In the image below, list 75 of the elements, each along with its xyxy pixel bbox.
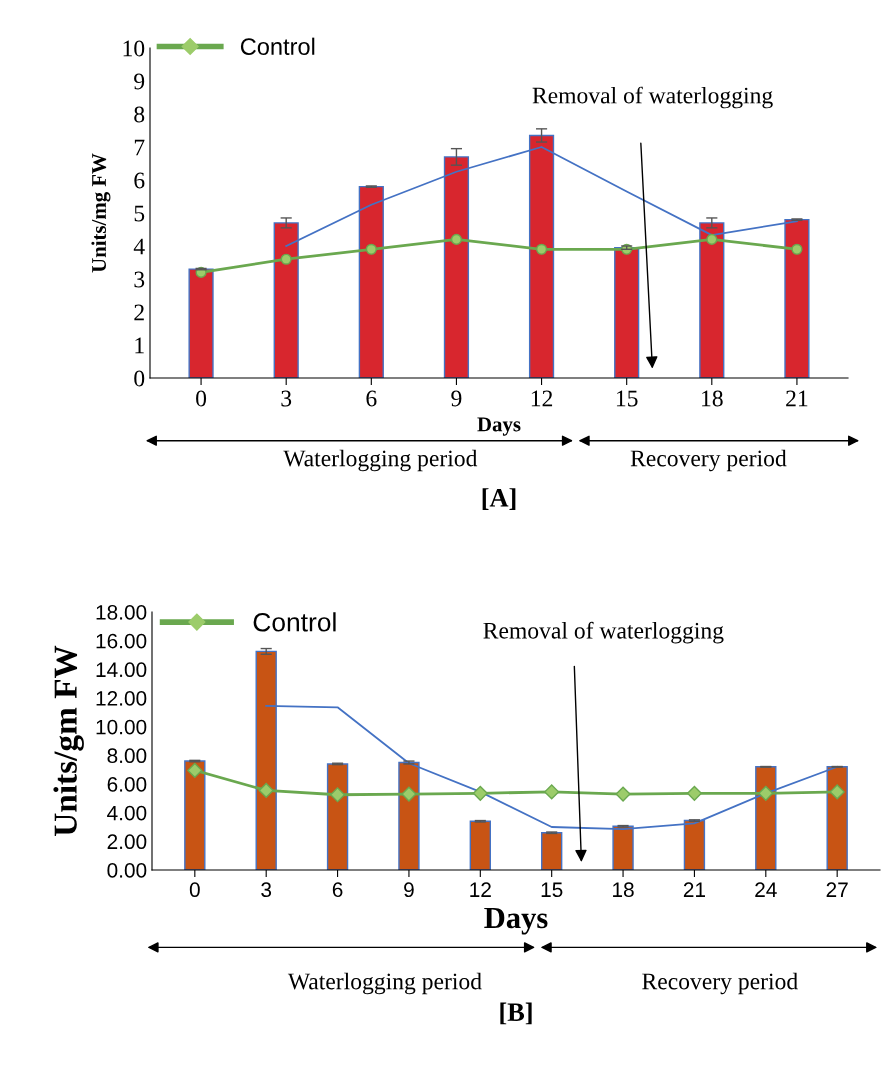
text: Waterlogging period xyxy=(283,449,478,472)
point xyxy=(536,243,548,255)
legend-label: Control xyxy=(240,37,315,55)
y-tick-label: 14.00 xyxy=(96,662,147,678)
point xyxy=(706,233,718,245)
point xyxy=(329,787,346,803)
point xyxy=(758,785,774,801)
x-tick-label: 3 xyxy=(261,882,272,898)
y-axis-title: Units/gm FW xyxy=(53,645,84,836)
x-axis-title: Days xyxy=(484,907,548,935)
text: Waterlogging period xyxy=(287,972,482,995)
text: [B] xyxy=(500,1002,532,1025)
bar xyxy=(540,832,563,870)
x-tick-label: 12 xyxy=(470,882,491,897)
point xyxy=(829,784,845,800)
x-tick-label: 21 xyxy=(683,882,705,897)
x-tick-label: 9 xyxy=(404,882,414,898)
y-tick-label: 6 xyxy=(134,172,145,189)
point xyxy=(472,785,488,801)
annotation: Removal of waterlogging xyxy=(483,621,724,644)
point xyxy=(615,786,631,802)
point xyxy=(450,233,462,245)
x-tick-label: 15 xyxy=(541,882,563,898)
x-tick-label: 0 xyxy=(189,882,200,898)
y-tick-label: 1 xyxy=(135,337,144,354)
y-tick-label: 9 xyxy=(134,73,145,90)
y-tick-label: 5 xyxy=(134,205,145,222)
y-tick-label: 0 xyxy=(134,370,145,387)
point xyxy=(544,784,560,800)
x-tick-label: 15 xyxy=(616,390,638,407)
text: Recovery period xyxy=(630,449,787,472)
x-tick-label: 18 xyxy=(613,882,634,898)
point xyxy=(401,786,417,802)
y-tick-label: 7 xyxy=(134,139,145,156)
point xyxy=(791,243,803,255)
bar xyxy=(184,760,206,870)
y-tick-label: 10 xyxy=(123,40,145,57)
point xyxy=(686,785,703,801)
y-tick-label: 8 xyxy=(134,106,145,123)
y-tick-label: 8.00 xyxy=(107,748,147,764)
x-tick-label: 9 xyxy=(451,390,462,407)
x-tick-label: 18 xyxy=(702,390,723,407)
y-tick-label: 12.00 xyxy=(96,691,147,706)
y-tick-label: 18.00 xyxy=(96,605,147,620)
x-tick-label: 27 xyxy=(826,882,848,897)
point xyxy=(280,253,292,265)
annotation: Removal of waterlogging xyxy=(532,86,773,109)
y-tick-label: 0.00 xyxy=(107,863,147,878)
x-tick-label: 6 xyxy=(332,882,343,898)
y-axis-title: Units/mg FW xyxy=(91,153,111,273)
x-tick-label: 12 xyxy=(531,390,553,407)
text: [A] xyxy=(482,488,516,510)
y-tick-label: 2 xyxy=(134,304,144,321)
legend-label: Control xyxy=(253,612,336,632)
text: Recovery period xyxy=(642,972,798,995)
y-tick-label: 4 xyxy=(133,238,145,255)
point xyxy=(187,762,203,778)
x-tick-label: 0 xyxy=(196,390,207,407)
x-tick-label: 21 xyxy=(786,390,808,407)
point xyxy=(365,243,377,255)
y-tick-label: 4.00 xyxy=(107,805,147,821)
x-tick-label: 3 xyxy=(281,390,292,407)
y-tick-label: 10.00 xyxy=(96,719,147,735)
x-axis-title: Days xyxy=(477,417,521,436)
x-tick-label: 24 xyxy=(755,882,777,897)
bar xyxy=(469,820,492,870)
point xyxy=(258,782,274,799)
bar xyxy=(614,246,640,378)
x-tick-label: 6 xyxy=(366,390,377,407)
y-tick-label: 16.00 xyxy=(96,633,147,649)
bar xyxy=(326,763,349,870)
y-tick-label: 2.00 xyxy=(107,834,147,850)
y-tick-label: 3 xyxy=(134,271,145,288)
bar xyxy=(188,268,214,378)
y-tick-label: 6.00 xyxy=(107,777,147,792)
